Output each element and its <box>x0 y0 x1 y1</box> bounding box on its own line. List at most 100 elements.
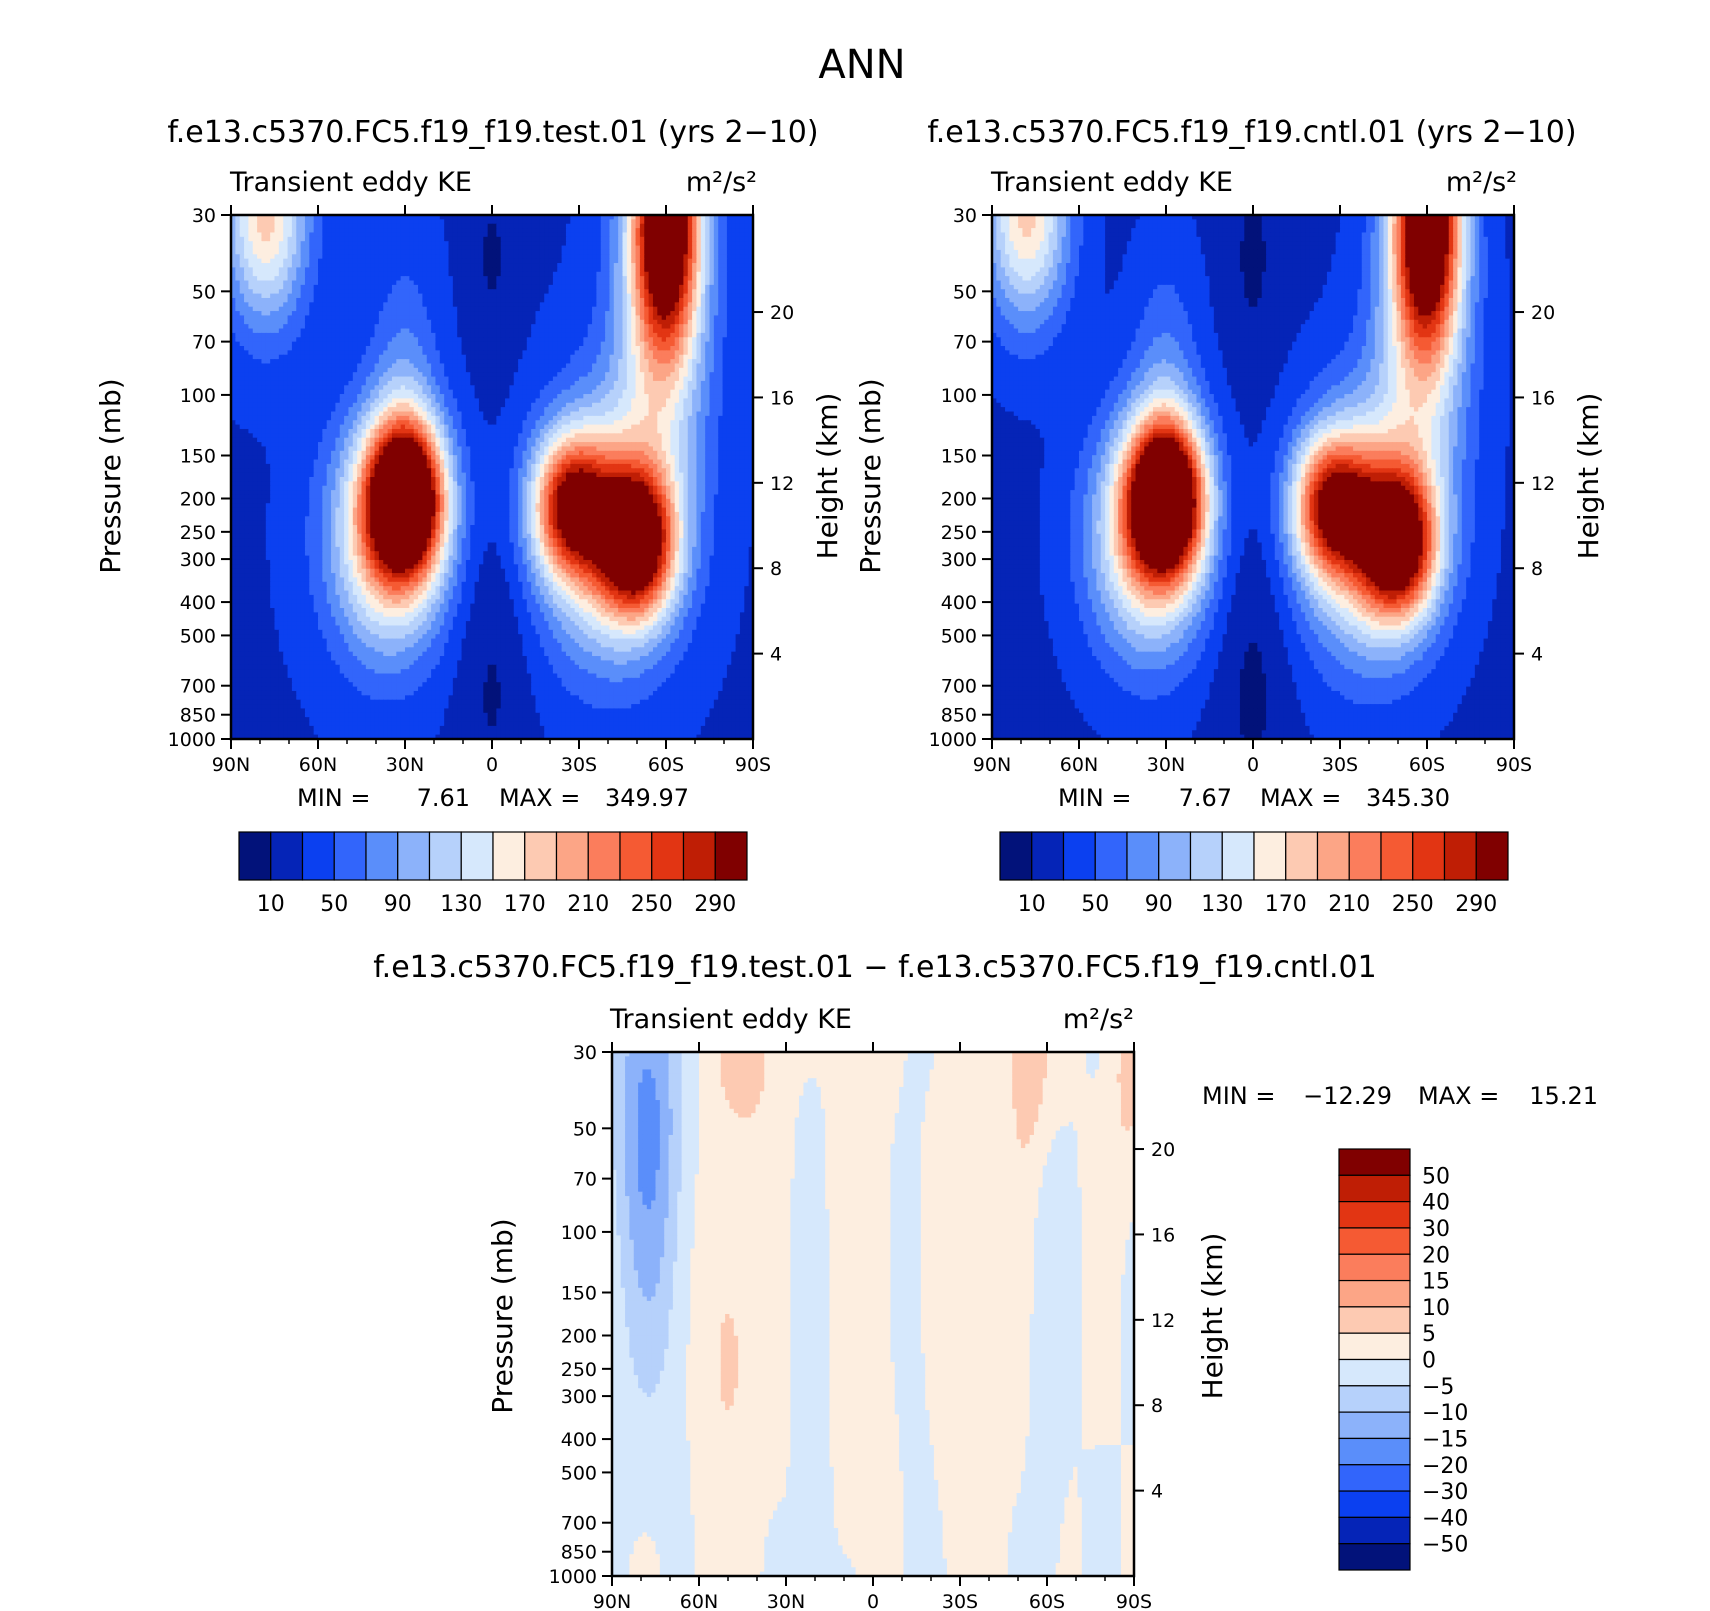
field-cell <box>322 307 327 312</box>
field-cell <box>422 385 427 390</box>
field-cell <box>718 219 723 224</box>
field-cell <box>275 237 280 242</box>
field-cell <box>544 241 549 246</box>
field-cell <box>679 346 684 351</box>
field-cell <box>331 307 336 312</box>
field-cell <box>375 377 380 382</box>
field-cell <box>670 377 675 382</box>
field-cell <box>727 302 732 307</box>
field-cell <box>683 224 688 229</box>
field-cell <box>575 224 580 229</box>
field-cell <box>427 350 432 355</box>
field-cell <box>657 267 662 272</box>
field-cell <box>640 232 645 237</box>
field-cell <box>327 368 332 373</box>
field-cell <box>427 285 432 290</box>
field-cell <box>662 267 667 272</box>
field-cell <box>314 294 319 299</box>
field-cell <box>710 289 715 294</box>
field-cell <box>714 390 719 395</box>
field-cell <box>314 342 319 347</box>
field-cell <box>388 219 393 224</box>
field-cell <box>575 219 580 224</box>
field-cell <box>527 311 532 316</box>
field-cell <box>418 394 423 399</box>
field-cell <box>414 246 419 251</box>
field-cell <box>257 324 262 329</box>
field-cell <box>248 320 253 325</box>
field-cell <box>283 355 288 360</box>
field-cell <box>501 368 506 373</box>
field-cell <box>736 250 741 255</box>
field-cell <box>362 294 367 299</box>
field-cell <box>440 241 445 246</box>
field-cell <box>305 359 310 364</box>
field-cell <box>522 219 527 224</box>
field-cell <box>670 294 675 299</box>
field-cell <box>605 311 610 316</box>
field-cell <box>283 246 288 251</box>
field-cell <box>422 241 427 246</box>
field-cell <box>570 355 575 360</box>
field-cell <box>405 390 410 395</box>
field-cell <box>731 307 736 312</box>
field-cell <box>431 294 436 299</box>
field-cell <box>240 333 245 338</box>
field-cell <box>557 311 562 316</box>
field-cell <box>679 368 684 373</box>
field-cell <box>636 381 641 386</box>
field-cell <box>614 267 619 272</box>
field-cell <box>683 372 688 377</box>
field-cell <box>405 350 410 355</box>
field-cell <box>618 337 623 342</box>
field-cell <box>744 337 749 342</box>
field-cell <box>627 298 632 303</box>
field-cell <box>609 281 614 286</box>
field-cell <box>301 350 306 355</box>
field-cell <box>435 324 440 329</box>
field-cell <box>348 241 353 246</box>
field-cell <box>736 307 741 312</box>
field-cell <box>396 385 401 390</box>
field-cell <box>431 224 436 229</box>
field-cell <box>253 237 258 242</box>
field-cell <box>270 337 275 342</box>
field-cell <box>362 333 367 338</box>
field-cell <box>644 363 649 368</box>
field-cell <box>422 368 427 373</box>
field-cell <box>401 250 406 255</box>
field-cell <box>744 241 749 246</box>
field-cell <box>701 381 706 386</box>
field-cell <box>623 232 628 237</box>
field-cell <box>714 372 719 377</box>
field-cell <box>270 311 275 316</box>
field-cell <box>409 294 414 299</box>
field-cell <box>449 219 454 224</box>
field-cell <box>588 385 593 390</box>
field-cell <box>288 350 293 355</box>
field-cell <box>679 294 684 299</box>
field-cell <box>479 302 484 307</box>
field-cell <box>488 372 493 377</box>
field-cell <box>279 263 284 268</box>
field-cell <box>475 307 480 312</box>
field-cell <box>509 355 514 360</box>
field-cell <box>283 337 288 342</box>
field-cell <box>553 311 558 316</box>
field-cell <box>401 320 406 325</box>
field-cell <box>427 394 432 399</box>
field-cell <box>596 224 601 229</box>
field-cell <box>457 315 462 320</box>
field-cell <box>536 311 541 316</box>
field-cell <box>570 385 575 390</box>
field-cell <box>340 381 345 386</box>
field-cell <box>666 294 671 299</box>
field-cell <box>292 250 297 255</box>
field-cell <box>244 259 249 264</box>
field-cell <box>453 298 458 303</box>
field-cell <box>705 232 710 237</box>
field-cell <box>649 377 654 382</box>
field-cell <box>514 250 519 255</box>
field-cell <box>714 368 719 373</box>
